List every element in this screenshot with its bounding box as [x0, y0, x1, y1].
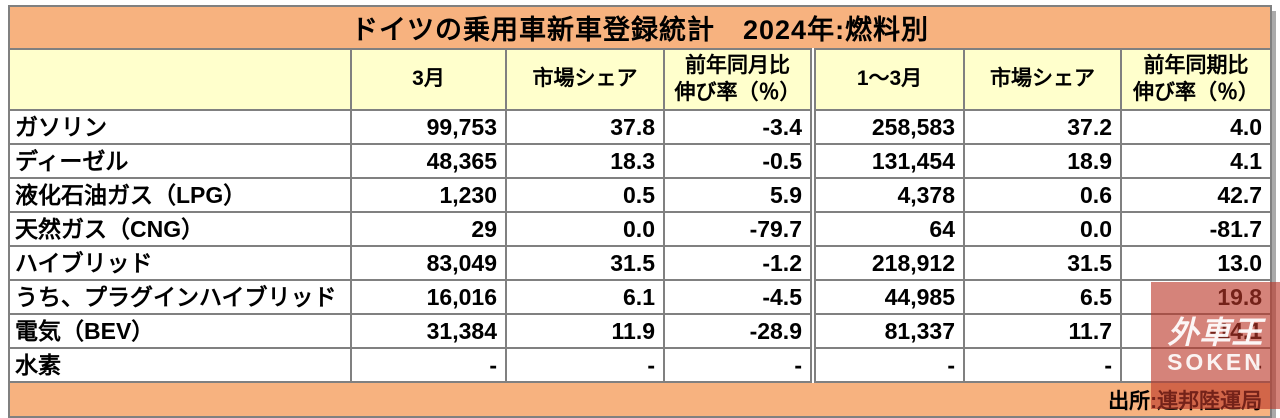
- value-cell: 18.9: [963, 143, 1122, 179]
- value-cell: -4.5: [663, 279, 814, 315]
- value-cell: 258,583: [810, 109, 965, 145]
- value-cell: 31.5: [505, 245, 665, 281]
- value-cell: 81,337: [810, 313, 965, 349]
- value-cell: 5.9: [663, 177, 814, 213]
- value-cell: 18.3: [505, 143, 665, 179]
- header-market-share-month: 市場シェア: [505, 48, 665, 111]
- value-cell: 31.5: [963, 245, 1122, 281]
- fuel-stats-table: ドイツの乗用車新車登録統計 2024年:燃料別 3月 市場シェア 前年同月比 伸…: [7, 5, 1273, 418]
- value-cell: 4,378: [810, 177, 965, 213]
- table-row-hybrid: ハイブリッド 83,049 31.5 -1.2 218,912 31.5 13.…: [8, 245, 1273, 281]
- table-row-cng: 天然ガス（CNG） 29 0.0 -79.7 64 0.0 -81.7: [8, 211, 1273, 247]
- header-q1: 1～3月: [810, 48, 965, 111]
- value-cell: 48,365: [350, 143, 507, 179]
- table-row-hydrogen: 水素 - - - - - -: [8, 347, 1273, 383]
- value-cell: 11.7: [963, 313, 1122, 349]
- value-cell: -1.2: [663, 245, 814, 281]
- value-cell: 11.9: [505, 313, 665, 349]
- row-label: 液化石油ガス（LPG）: [8, 177, 352, 213]
- value-cell: 29: [350, 211, 507, 247]
- header-market-share-q1: 市場シェア: [963, 48, 1122, 111]
- value-cell: -0.5: [663, 143, 814, 179]
- value-cell: 6.5: [963, 279, 1122, 315]
- watermark: 外車王 SOKEN: [1151, 282, 1280, 409]
- header-yoy-month: 前年同月比 伸び率（％）: [663, 48, 814, 111]
- value-cell: 64: [810, 211, 965, 247]
- header-empty: [8, 48, 352, 111]
- table-row-gasoline: ガソリン 99,753 37.8 -3.4 258,583 37.2 4.0: [8, 109, 1273, 145]
- value-cell: -: [350, 347, 507, 383]
- watermark-logo-text: 外車王: [1167, 315, 1264, 350]
- row-label: 天然ガス（CNG）: [8, 211, 352, 247]
- value-cell: 31,384: [350, 313, 507, 349]
- value-cell: 37.8: [505, 109, 665, 145]
- header-yoy-period: 前年同期比 伸び率（％）: [1119, 48, 1273, 111]
- value-cell: 83,049: [350, 245, 507, 281]
- table-title: ドイツの乗用車新車登録統計 2024年:燃料別: [7, 5, 1273, 50]
- row-label: ハイブリッド: [8, 245, 352, 281]
- row-label: 水素: [8, 347, 352, 383]
- source-note: 出所:連邦陸運局: [7, 381, 1273, 418]
- header-march: 3月: [350, 48, 507, 111]
- value-cell: 4.1: [1119, 143, 1273, 179]
- value-cell: 13.0: [1119, 245, 1273, 281]
- value-cell: 4.0: [1119, 109, 1273, 145]
- value-cell: -: [810, 347, 965, 383]
- value-cell: -3.4: [663, 109, 814, 145]
- value-cell: 0.0: [505, 211, 665, 247]
- value-cell: 42.7: [1119, 177, 1273, 213]
- value-cell: -: [505, 347, 665, 383]
- value-cell: -79.7: [663, 211, 814, 247]
- value-cell: 99,753: [350, 109, 507, 145]
- value-cell: 0.0: [963, 211, 1122, 247]
- table-row-phev: うち、プラグインハイブリッド 16,016 6.1 -4.5 44,985 6.…: [8, 279, 1273, 315]
- value-cell: 1,230: [350, 177, 507, 213]
- table-row-diesel: ディーゼル 48,365 18.3 -0.5 131,454 18.9 4.1: [8, 143, 1273, 179]
- value-cell: 37.2: [963, 109, 1122, 145]
- value-cell: 16,016: [350, 279, 507, 315]
- row-label: 電気（BEV）: [8, 313, 352, 349]
- value-cell: -28.9: [663, 313, 814, 349]
- row-label: ディーゼル: [8, 143, 352, 179]
- table-row-lpg: 液化石油ガス（LPG） 1,230 0.5 5.9 4,378 0.6 42.7: [8, 177, 1273, 213]
- table-row-bev: 電気（BEV） 31,384 11.9 -28.9 81,337 11.7 -1…: [8, 313, 1273, 349]
- value-cell: -: [663, 347, 814, 383]
- value-cell: 0.6: [963, 177, 1122, 213]
- value-cell: 131,454: [810, 143, 965, 179]
- watermark-soken-text: SOKEN: [1167, 349, 1264, 375]
- value-cell: -81.7: [1119, 211, 1273, 247]
- value-cell: -: [963, 347, 1122, 383]
- value-cell: 6.1: [505, 279, 665, 315]
- row-label: ガソリン: [8, 109, 352, 145]
- value-cell: 0.5: [505, 177, 665, 213]
- value-cell: 218,912: [810, 245, 965, 281]
- row-label: うち、プラグインハイブリッド: [8, 279, 352, 315]
- value-cell: 44,985: [810, 279, 965, 315]
